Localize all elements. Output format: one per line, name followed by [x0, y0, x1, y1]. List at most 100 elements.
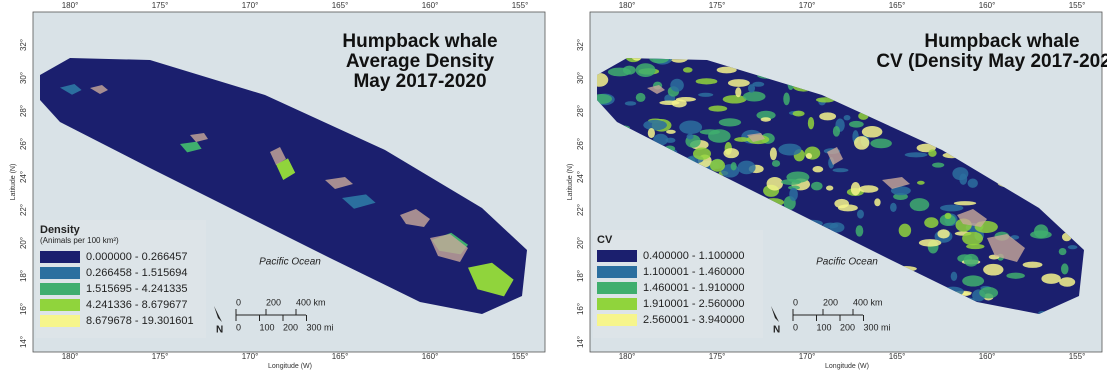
lon-tick-label: 165° [889, 1, 906, 10]
cv-patch [917, 181, 925, 185]
cv-patch [738, 161, 756, 175]
north-label: N [216, 325, 223, 336]
map-title: May 2017-2020 [353, 71, 486, 92]
legend-label: 1.100001 - 1.460000 [643, 266, 745, 278]
legend-swatch [597, 298, 637, 310]
map-figure: 180°180°175°175°170°170°165°165°160°160°… [0, 0, 1107, 372]
cv-patch [924, 217, 938, 228]
lon-tick-label: 175° [152, 1, 169, 10]
lat-tick-label: 28° [576, 105, 585, 117]
cv-patch [833, 126, 840, 137]
lon-tick-label: 170° [242, 1, 259, 10]
cv-patch [731, 162, 737, 170]
scale-label: 0 [793, 297, 798, 307]
lat-tick-label: 26° [576, 138, 585, 150]
cv-patch [767, 177, 783, 191]
cv-patch [1023, 262, 1043, 268]
cv-patch [781, 179, 801, 185]
cv-patch [748, 84, 755, 93]
legend-swatch [597, 282, 637, 294]
cv-patch [844, 115, 851, 120]
scale-label: 300 mi [864, 322, 891, 332]
cv-patch [1006, 273, 1025, 279]
cv-patch [636, 63, 656, 77]
ocean-label: Pacific Ocean [259, 257, 321, 268]
scale-label: 300 mi [307, 322, 334, 332]
legend-swatch [597, 250, 637, 262]
map-title: Humpback whale [924, 31, 1079, 52]
scale-label: 100 [260, 322, 275, 332]
lon-tick-label: 180° [619, 1, 636, 10]
cv-patch [819, 112, 836, 120]
cv-patch [693, 148, 711, 160]
cv-patch [708, 129, 731, 142]
cv-patch [962, 232, 983, 246]
cv-patch [734, 137, 749, 142]
lon-tick-label: 165° [332, 1, 349, 10]
lat-tick-label: 18° [576, 270, 585, 282]
legend-label: 0.266458 - 1.515694 [86, 267, 188, 279]
lon-tick-label: 160° [979, 352, 996, 361]
legend-swatch [40, 315, 80, 327]
legend-title: Density [40, 224, 81, 236]
lon-tick-label: 165° [889, 352, 906, 361]
cv-patch [951, 272, 958, 281]
cv-patch [833, 168, 849, 172]
cv-patch [687, 134, 694, 140]
cv-patch [719, 118, 741, 126]
lon-tick-label: 175° [152, 352, 169, 361]
cv-patch [834, 199, 849, 208]
lon-tick-label: 175° [709, 352, 726, 361]
cv-patch [964, 254, 979, 267]
cv-patch [643, 120, 667, 131]
cv-patch [856, 225, 864, 236]
lat-tick-label: 26° [19, 138, 28, 150]
cv-patch [723, 148, 739, 158]
cv-patch [928, 149, 936, 156]
legend-label: 0.000000 - 0.266457 [86, 251, 188, 263]
lat-tick-label: 16° [19, 303, 28, 315]
lat-tick-label: 30° [576, 72, 585, 84]
legend-swatch [597, 314, 637, 326]
cv-patch [959, 174, 967, 185]
cv-patch [723, 95, 747, 103]
cv-patch [968, 178, 978, 187]
cv-patch [698, 93, 713, 97]
cv-patch [932, 162, 944, 167]
cv-patch [665, 138, 675, 143]
cv-patch [812, 166, 823, 172]
map-panel: 180°180°175°175°170°170°165°165°160°160°… [10, 1, 545, 370]
cv-patch [679, 120, 702, 134]
cv-patch [962, 275, 984, 286]
north-label: N [773, 325, 780, 336]
legend-swatch [40, 267, 80, 279]
lat-tick-label: 14° [19, 336, 28, 348]
y-axis-label: Latitude (N) [567, 164, 574, 201]
cv-patch [859, 185, 879, 193]
cv-patch [789, 188, 798, 201]
lat-tick-label: 14° [576, 336, 585, 348]
lat-tick-label: 22° [19, 204, 28, 216]
cv-patch [899, 224, 911, 238]
cv-patch [910, 198, 930, 211]
cv-patch [670, 79, 684, 92]
legend-swatch [597, 266, 637, 278]
lon-tick-label: 175° [709, 1, 726, 10]
cv-patch [778, 144, 801, 156]
cv-patch [857, 210, 864, 219]
lat-tick-label: 18° [19, 270, 28, 282]
lat-tick-label: 20° [576, 237, 585, 249]
cv-patch [1059, 248, 1067, 255]
legend-swatch [40, 251, 80, 263]
cv-patch [648, 128, 655, 138]
map-title: Average Density [346, 51, 495, 72]
lon-tick-label: 165° [332, 352, 349, 361]
cv-patch [743, 91, 766, 101]
cv-patch [666, 130, 676, 134]
scale-label: 0 [236, 297, 241, 307]
legend-label: 2.560001 - 3.940000 [643, 314, 745, 326]
cv-patch [937, 229, 949, 238]
x-axis-label: Longitude (W) [825, 363, 869, 370]
legend-label: 1.515695 - 4.241335 [86, 283, 188, 295]
cv-patch [870, 139, 892, 149]
